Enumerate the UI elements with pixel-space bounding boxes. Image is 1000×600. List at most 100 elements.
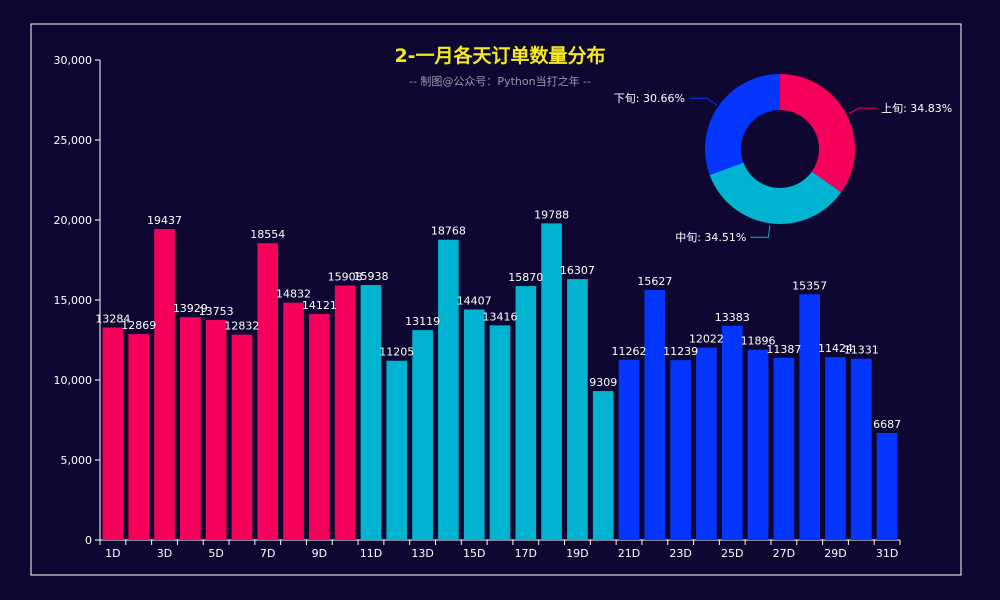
bar-data-label: 12832	[224, 320, 259, 333]
bar	[231, 334, 253, 540]
bar	[644, 289, 666, 540]
x-tick-label: 7D	[260, 547, 275, 560]
bar	[386, 360, 408, 540]
x-tick-label: 5D	[208, 547, 223, 560]
bar-data-label: 11387	[766, 343, 801, 356]
chart-frame	[30, 23, 962, 576]
pie-leader-line	[750, 225, 771, 238]
pie-slice	[709, 162, 842, 224]
bar-data-label: 12869	[121, 319, 156, 332]
chart-title: 2-一月各天订单数量分布	[394, 44, 605, 67]
y-tick-label: 5,000	[61, 454, 93, 467]
x-tick-label: 9D	[312, 547, 327, 560]
bar-data-label: 6687	[873, 418, 901, 431]
y-axis: 0 5,000 10,000 15,000 20,000 25,000 30,000	[54, 54, 101, 547]
bar	[592, 391, 614, 540]
bar	[412, 330, 433, 540]
bar-series	[102, 223, 898, 541]
bar-data-label: 13383	[715, 311, 750, 324]
bar-data-label: 15870	[508, 271, 543, 284]
bar	[696, 347, 717, 540]
x-tick-label: 23D	[669, 547, 691, 560]
bar	[438, 239, 459, 540]
x-tick-label: 11D	[360, 547, 382, 560]
bar	[670, 360, 691, 540]
bar-data-label: 13284	[95, 312, 130, 325]
x-tick-label: 13D	[411, 547, 433, 560]
bar-data-label: 11239	[663, 345, 698, 358]
bar	[876, 433, 898, 540]
bar	[102, 327, 124, 540]
bar	[721, 325, 743, 540]
pie-slice-label: 下旬: 30.66%	[614, 92, 685, 105]
y-tick-label: 10,000	[54, 374, 93, 387]
bar	[128, 334, 150, 540]
bar	[825, 357, 846, 540]
pie-slice	[705, 74, 780, 176]
bar-data-label: 11205	[379, 346, 414, 359]
bar	[799, 294, 820, 540]
bar-data-label: 15938	[353, 270, 388, 283]
pie-chart: 上旬: 34.83% 中旬: 34.51% 下旬: 30.66%	[614, 74, 952, 244]
bar-data-label: 12022	[689, 333, 724, 346]
bar-data-label: 13929	[173, 302, 208, 315]
x-tick-label: 15D	[463, 547, 485, 560]
pie-leader-line	[848, 107, 878, 115]
bar-data-label: 13416	[483, 310, 518, 323]
y-tick-label: 20,000	[54, 214, 93, 227]
bar-data-label: 19437	[147, 214, 182, 227]
bar-data-label: 14407	[457, 294, 492, 307]
bar	[309, 314, 330, 540]
bar-data-label: 11331	[844, 344, 879, 357]
bar-data-label: 15357	[792, 279, 827, 292]
pie-slice	[780, 74, 855, 193]
bar-data-label: 19788	[534, 208, 569, 221]
bar	[773, 357, 795, 540]
y-tick-label: 30,000	[54, 54, 93, 67]
bar-data-label: 11262	[612, 345, 647, 358]
x-tick-label: 17D	[515, 547, 537, 560]
x-tick-label: 25D	[721, 547, 743, 560]
bar-data-label: 15627	[637, 275, 672, 288]
y-tick-label: 0	[85, 534, 92, 547]
pie-slice-label: 上旬: 34.83%	[881, 102, 952, 115]
chart-subtitle: -- 制图@公众号：Python当打之年 --	[409, 74, 591, 88]
bar-data-label: 14121	[302, 299, 337, 312]
x-tick-label: 27D	[773, 547, 795, 560]
bar-data-label: 16307	[560, 264, 595, 277]
bar	[618, 359, 640, 540]
bar	[515, 286, 537, 540]
x-axis: 1D 3D 5D 7D 9D 11D 13D 15D 17D 19D 21D 23D 25D 27D 29D…	[99, 539, 901, 560]
bar-data-label: 13753	[199, 305, 234, 318]
bar	[205, 319, 227, 540]
bar	[334, 285, 356, 540]
y-tick-label: 15,000	[54, 294, 93, 307]
bar-data-label: 9309	[589, 376, 617, 389]
bar	[747, 349, 769, 540]
pie-slice-label: 中旬: 34.51%	[675, 231, 746, 244]
bar-data-label: 11424	[818, 342, 853, 355]
bar-data-label: 11896	[741, 335, 776, 348]
x-tick-label: 29D	[824, 547, 846, 560]
bar	[180, 317, 201, 540]
bar	[283, 302, 304, 540]
bar-data-label: 18768	[431, 225, 466, 238]
x-tick-label: 31D	[876, 547, 898, 560]
x-tick-label: 19D	[566, 547, 588, 560]
x-tick-label: 21D	[618, 547, 640, 560]
bar	[850, 358, 872, 540]
bar	[541, 223, 562, 540]
x-tick-label: 1D	[105, 547, 120, 560]
bar	[360, 284, 382, 540]
x-tick-label: 3D	[157, 547, 172, 560]
bar-data-label: 18554	[250, 228, 285, 241]
bar	[567, 279, 588, 540]
bar-data-label: 13119	[405, 315, 440, 328]
bar	[463, 309, 485, 540]
bar-data-label: 14832	[276, 288, 311, 301]
bar	[489, 325, 511, 540]
bar	[257, 243, 279, 541]
bar-data-label: 15908	[328, 270, 363, 283]
bar	[154, 229, 175, 540]
